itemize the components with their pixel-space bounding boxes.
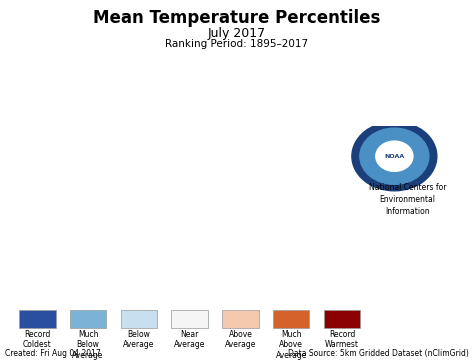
Text: NOAA: NOAA [384, 154, 404, 159]
Bar [273, 310, 310, 328]
Text: Data Source: 5km Gridded Dataset (nClimGrid): Data Source: 5km Gridded Dataset (nClimG… [288, 349, 469, 358]
Text: Near
Average: Near Average [174, 330, 205, 349]
Circle shape [352, 122, 437, 191]
Bar [120, 310, 157, 328]
Text: Record
Coldest: Record Coldest [23, 330, 52, 349]
Bar [171, 310, 208, 328]
Text: Much
Below
Average: Much Below Average [73, 330, 104, 360]
Text: Created: Fri Aug 04 2017: Created: Fri Aug 04 2017 [5, 349, 100, 358]
Circle shape [376, 141, 413, 171]
Bar [222, 310, 259, 328]
Text: Much
Above
Average: Much Above Average [275, 330, 307, 360]
Bar [324, 310, 360, 328]
Bar [19, 310, 55, 328]
Text: July 2017: July 2017 [208, 27, 266, 40]
Text: National Centers for
Environmental
Information: National Centers for Environmental Infor… [369, 183, 447, 216]
Text: Below
Average: Below Average [123, 330, 155, 349]
Text: Above
Average: Above Average [225, 330, 256, 349]
Bar [70, 310, 106, 328]
Circle shape [360, 128, 429, 184]
Text: Mean Temperature Percentiles: Mean Temperature Percentiles [93, 9, 381, 27]
Text: Record
Warmest: Record Warmest [325, 330, 359, 349]
Text: Ranking Period: 1895–2017: Ranking Period: 1895–2017 [165, 39, 309, 49]
